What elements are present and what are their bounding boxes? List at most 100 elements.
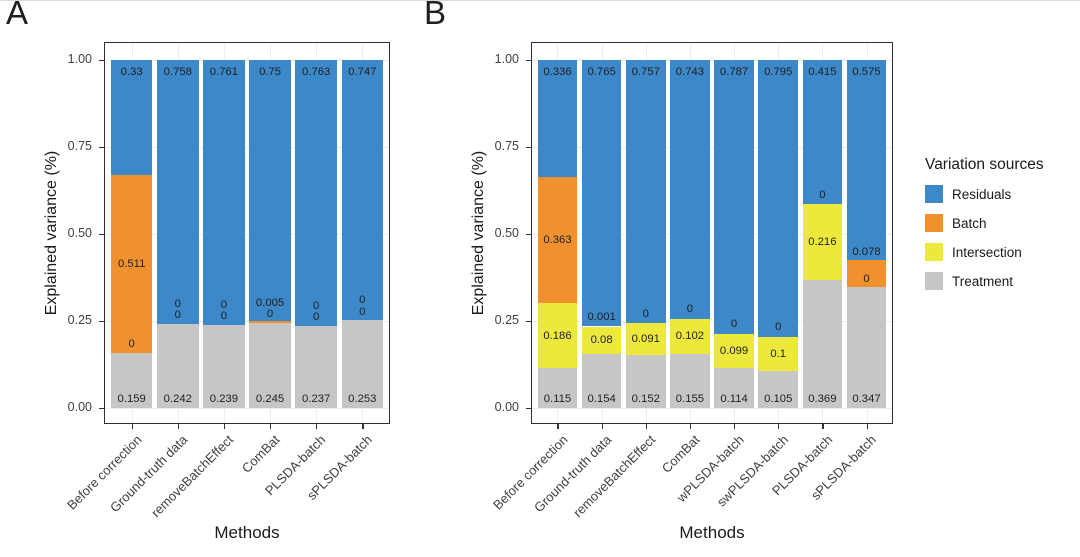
legend-swatch-intersection — [925, 243, 943, 261]
legend-item: Batch — [925, 214, 1080, 232]
bar-value-label: 0.245 — [255, 392, 285, 405]
bar-value-label: 0.369 — [808, 392, 837, 405]
bar-value-label: 0 — [220, 298, 228, 311]
x-tick-label: ComBat — [658, 432, 703, 476]
y-tick-label: 0.25 — [67, 313, 92, 327]
h-gridline — [532, 234, 892, 235]
h-gridline — [105, 60, 389, 61]
bar-segment-residuals — [341, 60, 384, 320]
x-tick — [601, 424, 603, 429]
bar-segment-residuals — [670, 60, 710, 319]
bar-segment-residuals — [295, 60, 337, 326]
h-gridline — [532, 408, 892, 409]
y-tick — [99, 320, 104, 322]
bar-segment-residuals — [846, 60, 887, 261]
x-tick — [689, 424, 692, 429]
y-tick-label: 0.50 — [67, 226, 92, 240]
x-tick — [362, 424, 364, 429]
y-tick — [526, 59, 531, 61]
bar-value-label: 0.743 — [675, 66, 705, 79]
bar-value-label: 0.239 — [209, 392, 239, 405]
bar-value-label: 0 — [730, 318, 738, 331]
x-tick — [131, 424, 133, 429]
legend-swatch-treatment — [925, 272, 943, 290]
bar-segment-residuals — [625, 60, 666, 324]
bar-segment-treatment — [714, 368, 754, 408]
x-tick — [778, 424, 780, 429]
bar-segment-residuals — [537, 60, 578, 177]
bar-value-label: 0.758 — [163, 66, 192, 79]
y-tick-label: 0.75 — [494, 139, 519, 153]
y-tick-label: 0.00 — [494, 400, 519, 414]
bar-segment-treatment — [802, 279, 843, 408]
bar-value-label: 0.511 — [117, 257, 146, 270]
bar-value-label: 0.005 — [255, 296, 285, 309]
bar-value-label: 0.33 — [120, 66, 143, 79]
y-tick-label: 0.25 — [494, 313, 519, 327]
y-tick — [99, 407, 104, 409]
bar-segment-intersection — [758, 336, 799, 372]
bar-value-label: 0.001 — [587, 310, 616, 323]
bar-value-label: 0 — [359, 305, 366, 318]
bar-value-label: 0.242 — [163, 392, 192, 405]
bar-value-label: 0.363 — [543, 234, 572, 247]
h-gridline — [532, 321, 892, 322]
bar-value-label: 0.102 — [675, 330, 705, 343]
bar-value-label: 0.787 — [719, 66, 749, 79]
y-tick-label: 1.00 — [494, 52, 519, 66]
bar-segment-intersection — [802, 204, 843, 280]
bar-value-label: 0 — [642, 307, 649, 320]
bar-value-label: 0.575 — [852, 66, 881, 79]
x-tick — [316, 424, 318, 429]
bar-value-label: 0.186 — [543, 329, 572, 342]
bar-value-label: 0.159 — [117, 392, 146, 405]
bar-segment-residuals — [758, 60, 799, 337]
bar-value-label: 0 — [819, 188, 826, 201]
legend-item-label: Batch — [952, 215, 987, 231]
bar-value-label: 0.795 — [764, 66, 793, 79]
legend-swatch-residuals — [925, 185, 943, 203]
bar-segment-treatment — [341, 319, 384, 408]
bar-value-label: 0.237 — [302, 392, 331, 405]
panel-b-letter: B — [424, 0, 447, 31]
bar-segment-batch — [846, 260, 887, 288]
bar-value-label: 0.155 — [675, 392, 705, 405]
x-tick — [866, 424, 868, 429]
bar-value-label: 0.152 — [631, 392, 660, 405]
bar-value-label: 0.747 — [348, 66, 377, 79]
bar-segment-residuals — [249, 60, 291, 321]
bar-value-label: 0 — [359, 294, 366, 307]
legend-items: Residuals Batch Intersection Treatment — [925, 185, 1080, 290]
y-tick-label: 0.50 — [494, 226, 519, 240]
bar-segment-treatment — [758, 371, 799, 408]
bar-value-label: 0 — [128, 338, 135, 351]
legend-item-label: Residuals — [952, 186, 1012, 202]
legend-title: Variation sources — [925, 156, 1044, 173]
legend-item: Intersection — [925, 243, 1080, 261]
legend-item: Residuals — [925, 185, 1080, 203]
x-tick-label: ComBat — [238, 432, 283, 476]
bar-value-label: 0 — [174, 297, 181, 310]
y-tick — [99, 233, 104, 235]
bar-value-label: 0 — [313, 311, 320, 324]
bar-segment-intersection — [670, 318, 710, 355]
bar-value-label: 0.091 — [631, 333, 660, 346]
bar-value-label: 0.253 — [348, 392, 377, 405]
bar-value-label: 0.114 — [720, 392, 748, 405]
x-tick-label: removeBatchEffect — [570, 432, 659, 521]
bar-segment-residuals — [802, 60, 843, 205]
bar-segment-batch — [537, 176, 578, 304]
y-tick-label: 1.00 — [67, 52, 92, 66]
bar-segment-treatment — [846, 287, 887, 408]
bar-segment-treatment — [670, 354, 710, 408]
bar-value-label: 0.115 — [543, 392, 572, 405]
bar-segment-intersection — [625, 323, 666, 356]
bar-value-label: 0.757 — [631, 66, 660, 79]
bar-value-label: 0.154 — [587, 392, 616, 405]
bar-segment-intersection — [581, 326, 622, 355]
y-tick — [526, 320, 531, 322]
h-gridline — [105, 321, 389, 322]
bar-segment-residuals — [157, 60, 199, 324]
bar-segment-treatment — [581, 354, 622, 408]
